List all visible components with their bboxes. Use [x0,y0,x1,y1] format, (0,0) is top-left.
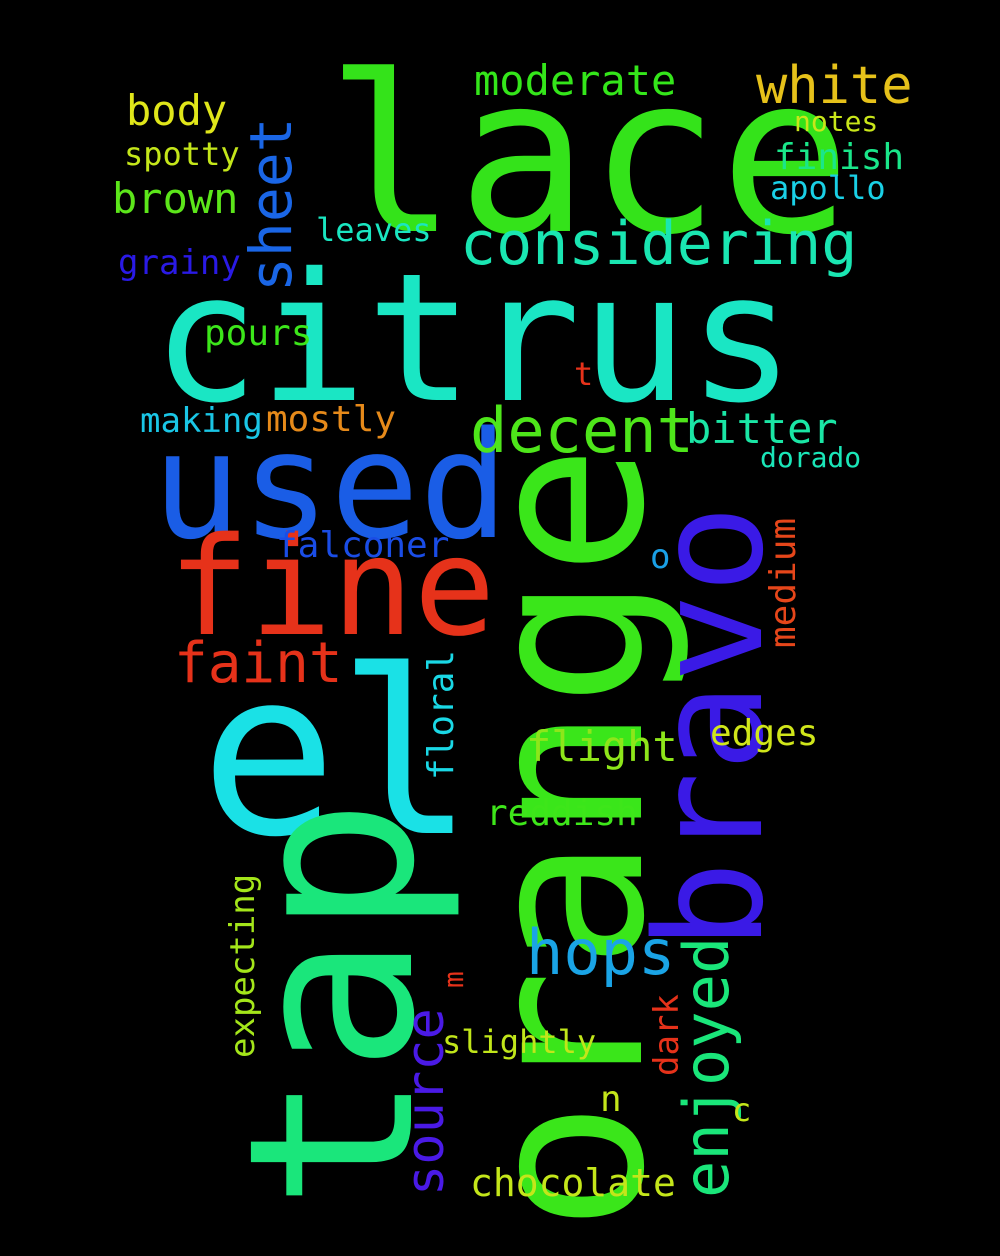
word-sheet: sheet [237,117,305,292]
word-bitter: bitter [686,404,838,453]
word-moderate: moderate [474,56,677,105]
word-used: used [152,400,509,572]
word-n: n [600,1079,622,1120]
word-considering: considering [460,209,858,279]
word-floral: floral [421,649,462,780]
word-falconer: falconer [276,525,450,566]
word-reddish: reddish [486,793,638,834]
word-slightly: slightly [442,1023,597,1061]
word-citrus: citrus [152,235,795,442]
word-decent: decent [470,394,694,467]
word-medium: medium [763,517,804,648]
word-flight: flight [526,722,678,771]
word-making: making [140,401,263,441]
word-expecting: expecting [223,873,263,1058]
word-apollo: apollo [770,169,886,207]
word-finish: finish [774,137,905,178]
word-o: o [650,537,671,577]
word-brown: brown [112,174,239,223]
word-faint: faint [174,631,343,696]
word-c: c [732,1091,752,1129]
word-lace: lace [326,30,851,283]
word-el: el [200,621,475,887]
word-dark: dark [647,994,687,1076]
word-t: t [574,355,594,393]
word-hops: hops [526,916,676,989]
word-body: body [126,86,228,135]
word-leaves: leaves [316,211,432,249]
word-pours: pours [204,313,313,354]
word-fine: fine [168,509,496,667]
word-edges: edges [710,713,819,754]
word-mostly: mostly [266,399,397,440]
word-spotty: spotty [124,135,240,173]
word-m: m [437,971,470,988]
word-notes: notes [794,105,879,138]
word-chocolate: chocolate [470,1161,676,1205]
word-dorado: dorado [760,441,862,474]
word-grainy: grainy [118,243,241,283]
word-white: white [756,56,913,116]
